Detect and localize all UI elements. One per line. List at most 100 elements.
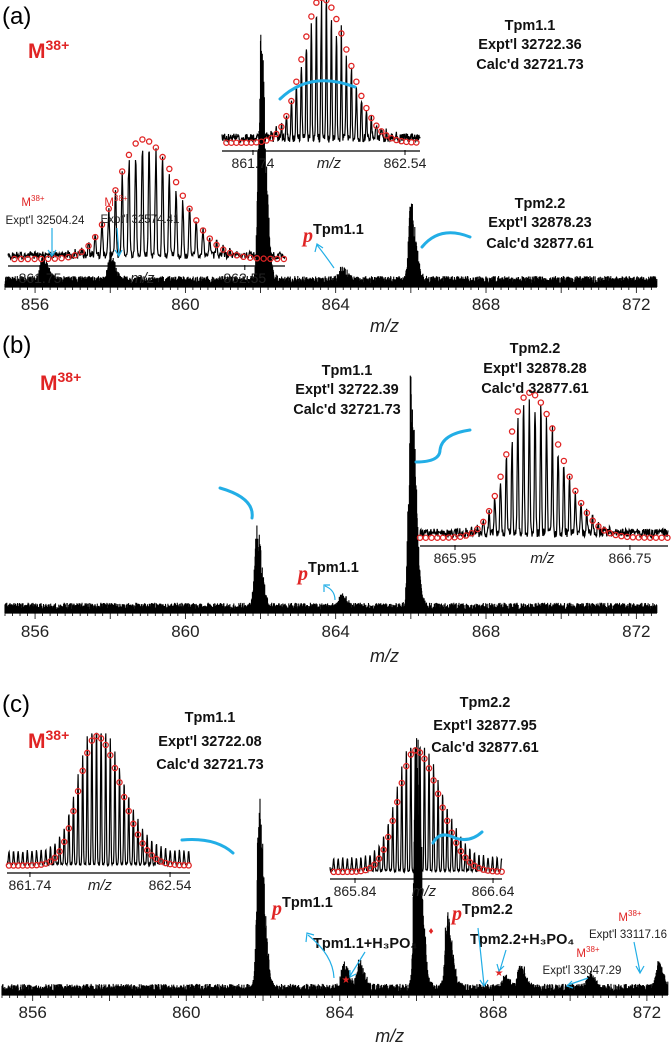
theoretical-isotope-point: [74, 787, 82, 795]
theoretical-isotope-point: [51, 854, 59, 861]
theoretical-isotope-point: [44, 255, 52, 263]
theoretical-isotope-point: [373, 122, 380, 129]
theoretical-isotope-point: [416, 749, 424, 756]
theoretical-isotope-point: [84, 749, 91, 757]
theoretical-isotope-point: [313, 0, 320, 6]
theoretical-isotope-point: [51, 255, 59, 262]
theoretical-isotope-point: [413, 139, 420, 146]
inset-b2-calc: Calc'd 32877.61: [481, 381, 588, 397]
theoretical-isotope-point: [166, 165, 173, 173]
theoretical-isotope-point: [549, 425, 556, 432]
theoretical-isotope-point: [185, 862, 192, 869]
inset-c1-name: Tpm1.1: [185, 710, 236, 726]
arrow-icon: [496, 949, 507, 973]
theoretical-isotope-point: [371, 861, 378, 868]
inset-spectrum-0-0: [221, 0, 421, 144]
annot-c-h3po4-1: Tpm1.1+H₃PO₄: [313, 936, 417, 952]
theoretical-isotope-point: [398, 779, 406, 787]
star-marker: ★: [342, 975, 351, 986]
annot-a-m2-label: M38+: [104, 194, 127, 209]
arrow-icon: [323, 584, 336, 601]
theoretical-isotope-point: [421, 755, 428, 762]
theoretical-isotope-point: [143, 847, 151, 854]
theoretical-isotope-point: [348, 868, 356, 876]
theoretical-isotope-point: [118, 168, 126, 175]
arrow-icon: [420, 231, 472, 249]
theoretical-isotope-point: [125, 807, 132, 815]
theoretical-isotope-point: [520, 394, 527, 401]
inset-c2-expt: Expt'l 32877.95: [433, 718, 536, 734]
inset-x-tick-label: 861.74: [232, 155, 275, 171]
theoretical-isotope-point: [267, 255, 274, 263]
x-tick-label: 856: [21, 295, 49, 314]
x-tick-label: 860: [172, 1003, 200, 1022]
x-tick-label: 864: [322, 622, 350, 641]
theoretical-isotope-point: [407, 751, 415, 758]
theoretical-isotope-point: [47, 858, 54, 865]
theoretical-isotope-point: [107, 751, 114, 759]
charge-label-a: M38+: [28, 37, 69, 63]
theoretical-isotope-point: [462, 532, 470, 539]
theoretical-isotope-point: [134, 831, 142, 838]
theoretical-isotope-point: [328, 4, 335, 11]
theoretical-isotope-point: [193, 217, 200, 224]
inset-b2-name: Tpm2.2: [510, 341, 561, 357]
arrow-icon: [180, 838, 235, 855]
arrow-icon: [565, 977, 589, 989]
theoretical-isotope-point: [572, 487, 579, 495]
theoretical-isotope-point: [130, 820, 137, 828]
inset-c1-expt: Expt'l 32722.08: [158, 734, 261, 750]
annot-c-ptpm11: pTpm1.1: [270, 895, 333, 920]
theoretical-isotope-point: [213, 241, 220, 249]
theoretical-isotope-point: [120, 793, 128, 801]
theoretical-isotope-point: [273, 130, 280, 138]
theoretical-isotope-point: [338, 30, 345, 37]
theoretical-isotope-point: [434, 790, 442, 798]
theoretical-isotope-point: [116, 779, 123, 786]
theoretical-isotope-point: [652, 534, 660, 541]
theoretical-isotope-point: [612, 531, 619, 539]
theoretical-isotope-point: [85, 242, 92, 250]
theoretical-isotope-point: [125, 151, 133, 159]
theoretical-isotope-point: [375, 855, 383, 862]
theoretical-isotope-point: [480, 518, 487, 526]
theoretical-isotope-point: [462, 854, 469, 861]
theoretical-isotope-point: [31, 255, 38, 263]
theoretical-isotope-point: [172, 178, 180, 186]
theoretical-isotope-point: [422, 534, 430, 541]
theoretical-isotope-point: [425, 765, 433, 772]
x-tick-label: 864: [326, 1003, 354, 1022]
inset-c2-calc: Calc'd 32877.61: [431, 740, 538, 756]
inset-x-tick-label: 862.54: [384, 155, 427, 171]
theoretical-isotope-point: [253, 255, 261, 262]
theoretical-isotope-point: [226, 249, 234, 257]
theoretical-isotope-point: [159, 153, 166, 161]
theoretical-isotope-point: [531, 391, 539, 399]
theoretical-isotope-point: [293, 78, 300, 85]
theoretical-isotope-point: [443, 817, 451, 825]
theoretical-isotope-point: [583, 509, 591, 517]
theoretical-isotope-point: [330, 868, 337, 876]
inset-x-tick-label: 866.64: [472, 883, 515, 899]
theoretical-isotope-point: [560, 457, 568, 465]
theoretical-isotope-point: [303, 33, 310, 40]
theoretical-isotope-point: [589, 517, 596, 524]
theoretical-isotope-point: [268, 134, 275, 142]
inset-x-tick-label: 861.74: [9, 877, 52, 893]
theoretical-isotope-point: [493, 868, 501, 875]
theoretical-isotope-point: [65, 253, 72, 261]
theoretical-isotope-point: [333, 15, 340, 23]
x-tick-label: 856: [21, 622, 49, 641]
theoretical-isotope-point: [283, 112, 290, 120]
theoretical-isotope-point: [457, 847, 465, 855]
inset-b1-expt: Expt'l 32722.39: [295, 382, 398, 398]
arrow-icon: [349, 951, 366, 978]
theoretical-isotope-point: [334, 868, 342, 876]
theoretical-isotope-point: [453, 839, 460, 847]
theoretical-isotope-point: [543, 410, 550, 418]
theoretical-isotope-point: [368, 114, 375, 122]
theoretical-isotope-point: [363, 104, 370, 112]
x-axis-label: m/z: [370, 316, 399, 336]
theoretical-isotope-point: [280, 255, 288, 263]
